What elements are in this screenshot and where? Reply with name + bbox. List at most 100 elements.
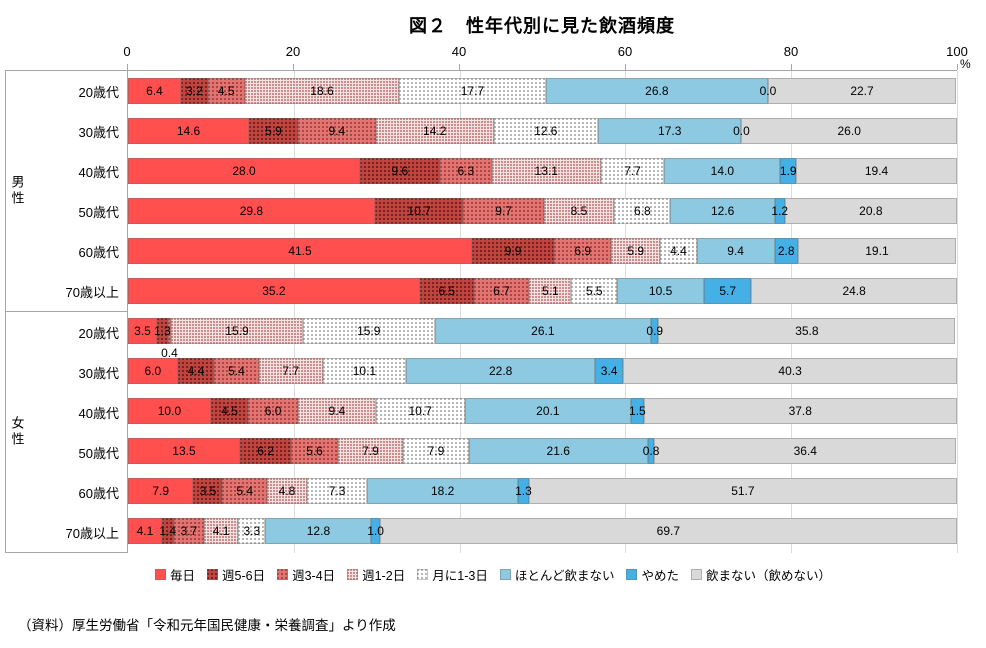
bar-segment: 4.1 (204, 518, 239, 544)
gridline (459, 71, 461, 553)
segment-value-label: 22.7 (850, 84, 874, 98)
bar-segment: 19.1 (797, 238, 957, 264)
bar-segment: 9.9 (472, 238, 555, 264)
bar-row: 3.5 1.3 0.4 15.9 15.9 26.1 0.9 35.8 (128, 311, 957, 360)
segment-value-label: 4.1 (136, 524, 154, 538)
legend-swatch (690, 569, 702, 580)
segment-value-label: 14.6 (176, 124, 201, 138)
stacked-bar: 3.5 1.3 0.4 15.9 15.9 26.1 0.9 35.8 (128, 318, 957, 360)
bar-segment: 12.6 (670, 198, 775, 224)
bar-segment: 1.4 (159, 518, 176, 544)
segment-value-label: 9.4 (328, 404, 346, 418)
bar-segment: 5.6 (291, 438, 338, 464)
segment-value-label: 2.8 (777, 244, 795, 258)
bar-segment: 35.8 (658, 318, 956, 344)
bar-segment: 10.5 (617, 278, 705, 304)
legend-label: 月に1-3日 (432, 569, 488, 583)
segment-value-label: 17.3 (658, 124, 682, 138)
bar-segment: 14.0 (664, 158, 781, 184)
bar-segment: 6.7 (473, 278, 530, 304)
chart: 0 20 40 60 80 100% 男性 20歳代 30歳代 40歳代 50歳代 60歳代 70歳以… (5, 42, 986, 553)
axis-tick-label: 100 (946, 44, 968, 59)
bar-segment: 13.5 (128, 438, 240, 464)
bar-segment: 7.7 (258, 358, 323, 384)
bar-segment: 18.6 (244, 78, 400, 104)
segment-value-label: 35.2 (262, 284, 286, 298)
segment-value-label: 17.7 (460, 84, 485, 98)
segment-value-label: 5.4 (236, 484, 254, 498)
segment-value-label: 4.4 (670, 244, 687, 258)
age-label: 30歳代 (78, 124, 119, 140)
bar-segment: 10.7 (374, 198, 464, 224)
segment-value-label: 9.9 (504, 244, 522, 258)
segment-value-label: 3.7 (180, 524, 198, 538)
segment-value-label: 69.7 (656, 524, 681, 538)
bar-segment: 13.1 (491, 158, 601, 184)
bar-segment: 5.5 (571, 278, 618, 304)
stacked-bar: 6.0 4.4 5.4 7.7 10.1 22.8 3.4 40.3 (128, 358, 957, 384)
bar-segment: 4.5 (207, 78, 245, 104)
segment-value-label: 6.9 (574, 244, 592, 258)
bar-segment: 40.3 (623, 358, 957, 384)
group-label: 男性 (9, 175, 25, 207)
bar-segment: 9.4 (297, 118, 376, 144)
segment-value-label: 7.9 (427, 444, 445, 458)
legend-swatch (155, 569, 166, 580)
axis-tick (625, 64, 626, 70)
bar-segment: 17.3 (598, 118, 742, 144)
stacked-bar: 14.6 5.9 9.4 14.2 12.6 17.3 0.0 26.0 (128, 118, 957, 144)
bar-segment: 14.6 (128, 118, 250, 144)
segment-value-label: 9.4 (328, 124, 346, 138)
axis-tick (127, 64, 128, 70)
age-label: 30歳代 (78, 365, 119, 381)
segment-value-label: 6.0 (264, 404, 282, 418)
age-labels: 20歳代 30歳代 40歳代 50歳代 60歳代 70歳以上 (28, 71, 127, 311)
bar-row: 29.8 10.7 9.7 8.5 6.8 12.6 1.2 20.8 (128, 191, 957, 231)
percent-unit-label: % (960, 57, 971, 71)
bar-segment: 7.9 (403, 438, 469, 464)
bar-segment: 3.5 (193, 478, 223, 504)
segment-value-label: 6.0 (144, 364, 162, 378)
segment-value-label: 0.0 (759, 84, 777, 98)
segment-value-label: 7.9 (152, 484, 170, 498)
bar-segment: 22.8 (406, 358, 596, 384)
axis-tick (957, 64, 958, 70)
bar-segment: 15.9 (302, 318, 435, 344)
bar-segment: 3.3 (238, 518, 266, 544)
segment-value-label: 21.6 (546, 444, 570, 458)
bar-segment: 9.6 (360, 158, 440, 184)
segment-value-label: 4.4 (187, 364, 205, 378)
bar-segment: 5.7 (704, 278, 752, 304)
bar-segment: 1.2 (771, 198, 788, 224)
gridline (957, 71, 958, 553)
bar-segment: 29.8 (128, 198, 375, 224)
gridline (625, 71, 627, 553)
bar-segment: 37.8 (643, 398, 957, 424)
bar-segment: 3.2 (181, 78, 208, 104)
legend-label: 毎日 (170, 569, 196, 583)
axis-tick-label: 0 (123, 44, 131, 59)
segment-value-label: 19.4 (864, 164, 889, 178)
age-label: 70歳以上 (65, 525, 119, 541)
segment-value-label: 29.8 (239, 204, 264, 218)
segment-value-label: 1.3 (515, 484, 532, 498)
bar-segment: 1.3 (154, 318, 171, 344)
bar-segment: 4.5 (210, 398, 249, 424)
chart-title: 図２ 性年代別に見た飲酒頻度 (409, 16, 675, 36)
axis-tick-label: 20 (285, 44, 301, 59)
segment-value-label: 20.8 (859, 204, 883, 218)
bar-segment: 10.0 (128, 398, 211, 424)
axis-tick-label: 60 (617, 44, 633, 59)
segment-value-label: 10.1 (352, 364, 377, 378)
segment-value-label: 9.7 (495, 204, 512, 218)
bar-segment: 28.0 (128, 158, 361, 184)
category-group: 男性 20歳代 30歳代 40歳代 50歳代 60歳代 70歳以上 (6, 71, 127, 312)
bar-segment: 4.4 (177, 358, 215, 384)
segment-value-label: 40.3 (778, 364, 802, 378)
bar-segment: 35.2 (128, 278, 420, 304)
segment-value-label: 1.3 (154, 324, 171, 338)
segment-value-label: 1.9 (779, 164, 797, 178)
segment-value-label: 3.5 (134, 324, 151, 338)
bar-segment: 26.1 (434, 318, 652, 344)
bar-segment: 36.4 (654, 438, 957, 464)
